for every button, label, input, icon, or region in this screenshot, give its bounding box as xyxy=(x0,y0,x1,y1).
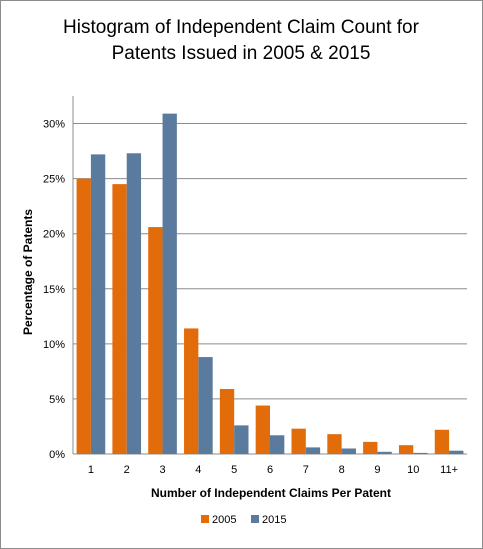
bar-2015-6 xyxy=(270,435,285,454)
x-tick-label: 6 xyxy=(267,464,273,476)
y-tick-labels: 0% 5% 10% 15% 20% 25% 30% xyxy=(43,119,65,461)
legend-swatch-2005 xyxy=(201,515,209,523)
legend-label-2005: 2005 xyxy=(212,514,236,526)
bar-2005-5 xyxy=(219,389,235,454)
x-tick-label: 11+ xyxy=(440,464,458,476)
x-tick-label: 7 xyxy=(303,464,309,476)
x-tick-label: 3 xyxy=(159,464,165,476)
y-tick-label: 15% xyxy=(43,284,65,296)
bar-2015-11+ xyxy=(449,450,464,454)
bar-2015-4 xyxy=(198,357,213,454)
bar-2015-10 xyxy=(413,452,428,454)
bar-2015-3 xyxy=(162,113,177,454)
chart-title-line-1: Histogram of Independent Claim Count for xyxy=(63,17,420,38)
y-tick-label: 10% xyxy=(43,339,65,351)
x-tick-label: 10 xyxy=(407,464,419,476)
bar-2015-7 xyxy=(305,447,321,454)
bar-2005-6 xyxy=(255,405,270,454)
bar-2005-3 xyxy=(148,227,163,454)
bar-2005-1 xyxy=(76,178,91,454)
y-tick-label: 30% xyxy=(43,119,65,131)
bar-2015-5 xyxy=(234,425,249,454)
bar-2005-11+ xyxy=(434,429,450,454)
y-tick-label: 5% xyxy=(49,394,65,406)
bar-2005-7 xyxy=(291,428,306,454)
y-tick-label: 20% xyxy=(43,229,65,241)
x-tick-label: 5 xyxy=(231,464,237,476)
x-axis-label: Number of Independent Claims Per Patent xyxy=(151,486,391,500)
x-tick-label: 9 xyxy=(374,464,380,476)
bar-2015-1 xyxy=(90,154,106,455)
x-tick-label: 8 xyxy=(339,464,345,476)
bar-2005-8 xyxy=(327,434,342,454)
chart-title-line-2: Patents Issued in 2005 & 2015 xyxy=(112,43,371,64)
x-tick-labels: 1 2 3 4 5 6 7 8 9 10 11+ xyxy=(88,464,458,476)
bars xyxy=(76,113,464,455)
y-tick-label: 25% xyxy=(43,174,65,186)
x-tick-label: 1 xyxy=(88,464,94,476)
bar-2005-9 xyxy=(363,441,378,454)
bar-2005-4 xyxy=(184,328,199,454)
x-tick-label: 4 xyxy=(195,464,201,476)
bar-2005-2 xyxy=(112,184,127,454)
y-tick-label: 0% xyxy=(49,449,65,461)
legend: 2005 2015 xyxy=(201,514,286,526)
legend-label-2015: 2015 xyxy=(262,514,286,526)
bar-2015-2 xyxy=(126,153,142,454)
bar-2005-10 xyxy=(398,445,414,454)
y-axis-label: Percentage of Patents xyxy=(21,209,35,335)
legend-swatch-2015 xyxy=(251,515,259,523)
x-tick-label: 2 xyxy=(124,464,130,476)
bar-2015-9 xyxy=(377,451,392,454)
bar-2015-8 xyxy=(341,448,356,454)
